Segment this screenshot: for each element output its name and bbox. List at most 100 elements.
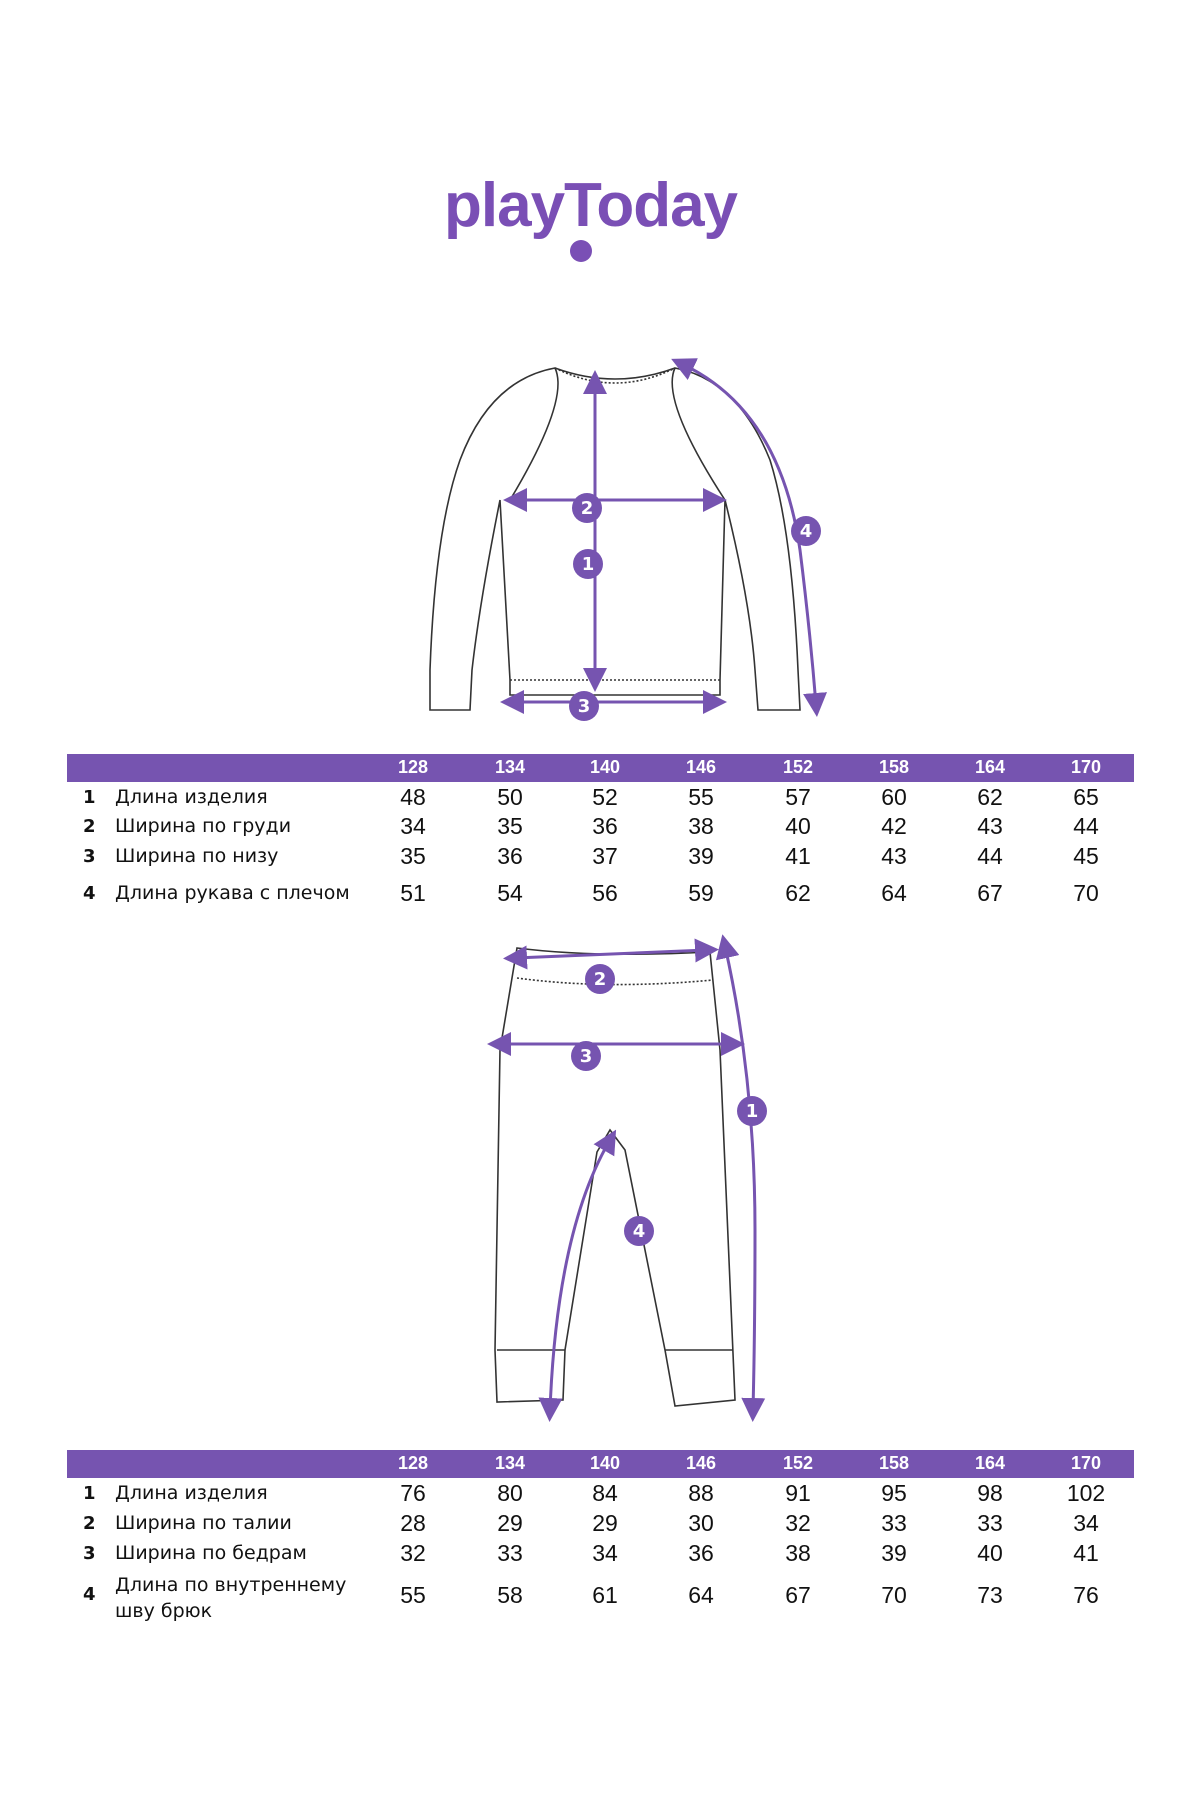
table-cell: 32 <box>785 1510 811 1536</box>
logo-dot <box>570 240 592 262</box>
size-header: 152 <box>782 757 814 777</box>
table-cell: 41 <box>1073 1540 1099 1566</box>
size-header: 164 <box>974 1453 1006 1473</box>
table-cell: 76 <box>1073 1582 1099 1608</box>
table-cell: 32 <box>400 1540 426 1566</box>
marker-1 <box>573 549 603 579</box>
row-label: Длина изделия <box>115 1482 268 1504</box>
svg-text:1: 1 <box>746 1101 759 1122</box>
table-cell: 36 <box>592 813 618 839</box>
svg-text:4: 4 <box>800 521 813 542</box>
size-header: 164 <box>974 757 1006 777</box>
size-header: 134 <box>494 1453 526 1473</box>
table-cell: 28 <box>400 1510 426 1536</box>
row-label: Длина по внутреннему шву брюк <box>115 1574 347 1622</box>
table-cell: 61 <box>592 1582 618 1608</box>
table-cell: 34 <box>592 1540 618 1566</box>
row-number: 3 <box>83 846 96 867</box>
svg-text:4: 4 <box>633 1221 646 1242</box>
table-cell: 55 <box>400 1582 426 1608</box>
row-label: Длина рукава с плечом <box>115 882 350 904</box>
row-label: Ширина по груди <box>115 815 292 837</box>
svg-text:1: 1 <box>582 554 595 575</box>
size-header: 128 <box>397 757 429 777</box>
table-cell: 36 <box>688 1540 714 1566</box>
table-cell: 70 <box>1073 880 1099 906</box>
table-cell: 70 <box>881 1582 907 1608</box>
size-header: 140 <box>589 757 621 777</box>
svg-text:2: 2 <box>581 498 594 519</box>
table-cell: 67 <box>977 880 1003 906</box>
table-cell: 36 <box>497 843 523 869</box>
table-cell: 73 <box>977 1582 1003 1608</box>
table-cell: 88 <box>688 1480 714 1506</box>
table-cell: 67 <box>785 1582 811 1608</box>
table-cell: 55 <box>688 784 714 810</box>
table-cell: 42 <box>881 813 907 839</box>
size-header: 158 <box>878 1453 910 1473</box>
table-cell: 51 <box>400 880 426 906</box>
row-number: 1 <box>83 1483 96 1504</box>
row-number: 3 <box>83 1543 96 1564</box>
size-header: 140 <box>589 1453 621 1473</box>
table-cell: 40 <box>785 813 811 839</box>
row-number: 2 <box>83 1513 96 1534</box>
table-cell: 40 <box>977 1540 1003 1566</box>
table-cell: 48 <box>400 784 426 810</box>
table-cell: 37 <box>592 843 618 869</box>
table-cell: 38 <box>785 1540 811 1566</box>
sweater-diagram: 1 2 3 4 <box>429 358 828 721</box>
table-cell: 58 <box>497 1582 523 1608</box>
table-cell: 34 <box>1073 1510 1099 1536</box>
table-cell: 50 <box>497 784 523 810</box>
table-cell: 39 <box>881 1540 907 1566</box>
size-header-row: 128 134 140 146 152 158 164 170 <box>67 1450 1134 1478</box>
pants-size-table: 128 134 140 146 152 158 164 170 1 Длина изделия 76… <box>67 1450 1134 1630</box>
table-cell: 102 <box>1066 1480 1106 1506</box>
table-cell: 41 <box>785 843 811 869</box>
marker-4 <box>791 516 821 546</box>
pants-diagram: 1 2 3 4 <box>487 934 767 1422</box>
sweater-size-table: 128 134 140 146 152 158 164 170 1 Длина изделия 48… <box>67 754 1134 914</box>
table-cell: 95 <box>881 1480 907 1506</box>
size-header: 170 <box>1070 1453 1102 1473</box>
row-number: 4 <box>83 1584 96 1605</box>
table-cell: 43 <box>881 843 907 869</box>
table-cell: 60 <box>881 784 907 810</box>
svg-text:3: 3 <box>578 696 591 717</box>
size-header: 158 <box>878 757 910 777</box>
size-header: 170 <box>1070 757 1102 777</box>
table-cell: 38 <box>688 813 714 839</box>
table-cell: 33 <box>497 1540 523 1566</box>
table-cell: 98 <box>977 1480 1003 1506</box>
table-cell: 30 <box>688 1510 714 1536</box>
table-cell: 76 <box>400 1480 426 1506</box>
table-cell: 65 <box>1073 784 1099 810</box>
size-header: 128 <box>397 1453 429 1473</box>
table-cell: 80 <box>497 1480 523 1506</box>
table-cell: 52 <box>592 784 618 810</box>
table-cell: 64 <box>688 1582 714 1608</box>
row-label: Ширина по талии <box>115 1512 292 1534</box>
logo-text: playToday <box>444 171 738 240</box>
size-header-row: 128 134 140 146 152 158 164 170 <box>67 754 1134 782</box>
table-cell: 64 <box>881 880 907 906</box>
table-cell: 44 <box>977 843 1003 869</box>
table-cell: 29 <box>497 1510 523 1536</box>
marker-3 <box>569 691 599 721</box>
brand-logo: playToday <box>444 170 764 270</box>
table-cell: 45 <box>1073 843 1099 869</box>
svg-text:2: 2 <box>594 969 607 990</box>
row-label: Ширина по низу <box>115 845 279 867</box>
table-cell: 35 <box>400 843 426 869</box>
table-cell: 34 <box>400 813 426 839</box>
table-cell: 57 <box>785 784 811 810</box>
table-cell: 56 <box>592 880 618 906</box>
table-cell: 84 <box>592 1480 618 1506</box>
row-number: 4 <box>83 883 96 904</box>
table-cell: 39 <box>688 843 714 869</box>
marker-2 <box>572 493 602 523</box>
table-cell: 54 <box>497 880 523 906</box>
table-cell: 43 <box>977 813 1003 839</box>
table-cell: 29 <box>592 1510 618 1536</box>
